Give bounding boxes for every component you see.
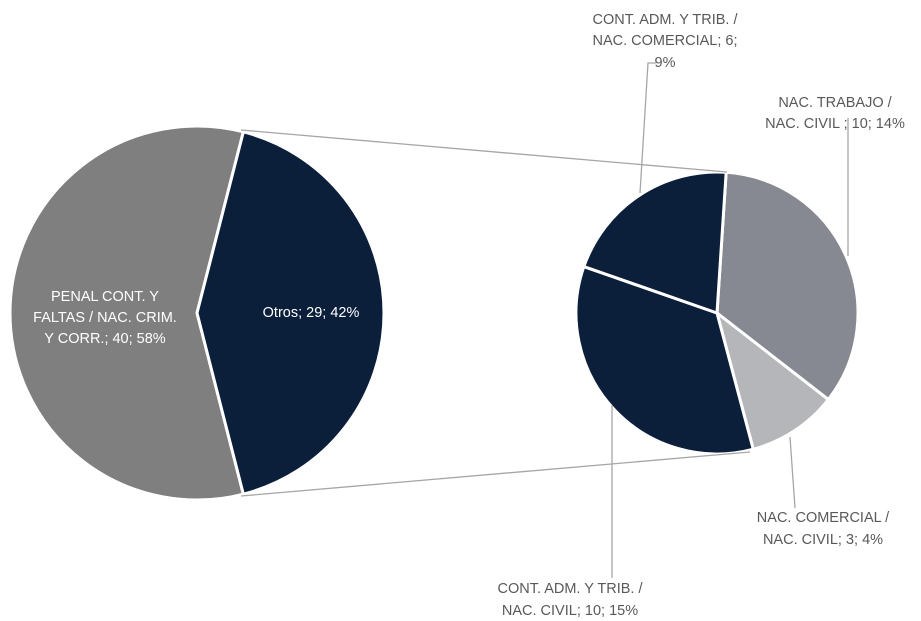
data-label-line: FALTAS / NAC. CRIM. (33, 310, 177, 326)
pie-slice (8, 124, 246, 502)
data-label: NAC. COMERCIAL / NAC. CIVIL; 3; 4% (757, 510, 890, 548)
data-label: PENAL CONT. Y FALTAS / NAC. CRIM. Y CORR.;… (33, 289, 177, 347)
data-label-line: NAC. CIVIL ; 10; 14% (765, 116, 905, 132)
pie-slice (715, 170, 860, 402)
data-label: Otros; 29; 42% (263, 305, 360, 321)
pie-slice (581, 170, 728, 316)
data-label-line: NAC. CIVIL; 10; 15% (502, 603, 638, 619)
data-label-line: NAC. COMERCIAL; 6; (592, 33, 737, 49)
labels: PENAL CONT. Y FALTAS / NAC. CRIM. Y CORR.;… (33, 12, 905, 619)
data-label: CONT. ADM. Y TRIB. / NAC. COMERCIAL; 6; 9% (592, 12, 738, 71)
data-label-line: NAC. COMERCIAL / (757, 510, 890, 526)
data-label-line: CONT. ADM. Y TRIB. / (497, 581, 643, 597)
pies (8, 124, 860, 502)
data-label-line: NAC. TRABAJO / (778, 95, 892, 111)
data-label-line: 9% (655, 55, 676, 71)
data-label: NAC. TRABAJO / NAC. CIVIL ; 10; 14% (765, 95, 905, 132)
leader-line (789, 436, 796, 509)
data-label-line: PENAL CONT. Y (51, 289, 159, 305)
data-label: CONT. ADM. Y TRIB. / NAC. CIVIL; 10; 15% (497, 581, 643, 619)
pie-slice (574, 264, 756, 456)
data-label-line: Y CORR.; 40; 58% (44, 331, 166, 347)
data-label-line: CONT. ADM. Y TRIB. / (592, 12, 738, 28)
data-label-line: NAC. CIVIL; 3; 4% (763, 532, 883, 548)
data-label-line: Otros; 29; 42% (263, 305, 360, 321)
pie-slice (195, 130, 386, 496)
leader-line (639, 62, 656, 194)
connector (240, 129, 728, 173)
connector (240, 451, 751, 497)
